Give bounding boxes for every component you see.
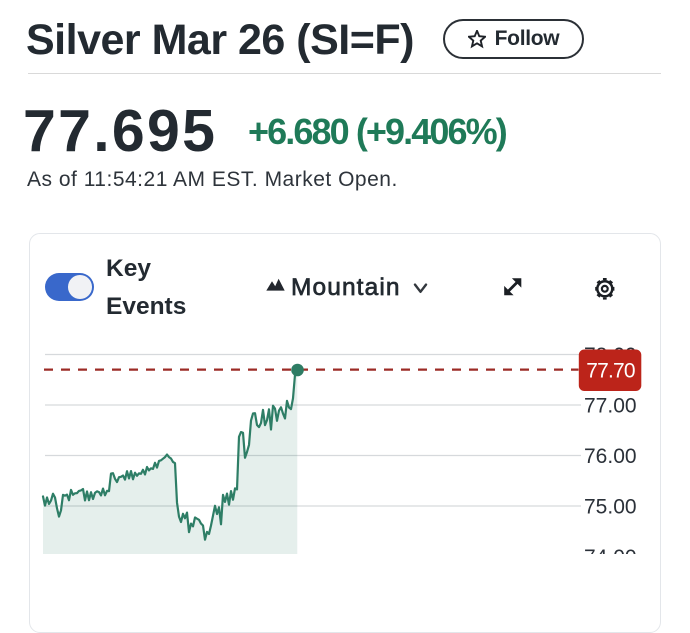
svg-text:76.00: 76.00	[584, 445, 637, 468]
svg-text:77.70: 77.70	[586, 359, 635, 382]
svg-text:77.00: 77.00	[584, 394, 637, 417]
svg-text:74.00: 74.00	[584, 546, 637, 554]
svg-text:75.00: 75.00	[584, 495, 637, 518]
